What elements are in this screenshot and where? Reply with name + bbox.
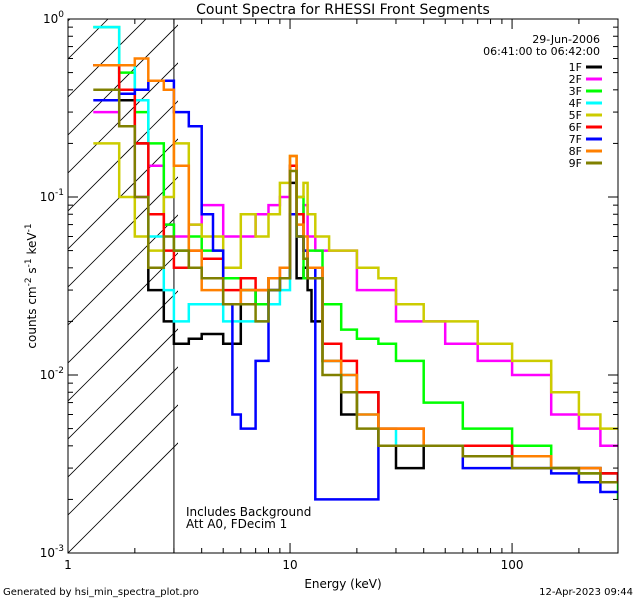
y-axis-label-sup: -1 <box>24 258 34 267</box>
y-axis-label-part: counts cm <box>25 286 39 348</box>
y-tick-mantissa: 10 <box>43 12 58 26</box>
hatch-line <box>68 290 178 402</box>
hatch-line <box>68 252 178 364</box>
footer-timestamp: 12-Apr-2023 09:44 <box>539 587 633 598</box>
legend-label: 9F <box>569 157 582 170</box>
legend-label: 2F <box>569 73 582 86</box>
date-label: 29-Jun-2006 <box>532 33 600 46</box>
footer-generator: Generated by hsi_min_spectra_plot.pro <box>3 587 199 598</box>
series-line-9f <box>93 88 618 484</box>
y-tick-mantissa: 10 <box>40 368 55 382</box>
y-tick-mantissa: 10 <box>40 190 55 204</box>
x-tick-label: 100 <box>501 558 524 572</box>
y-tick-exponent: -2 <box>55 366 64 376</box>
annotation-attenuator: Att A0, FDecim 1 <box>186 517 287 531</box>
y-axis-label: counts cm-2 s-1 keV-1 <box>24 223 39 348</box>
hatch-line <box>68 366 178 478</box>
annotation-background: Includes Background <box>186 505 311 519</box>
y-axis-label-part: keV <box>25 232 39 259</box>
hatch-line <box>68 442 178 553</box>
y-tick-mantissa: 10 <box>40 546 55 560</box>
threshold-hatch <box>68 19 178 553</box>
legend-label: 6F <box>569 121 582 134</box>
hatch-line <box>68 24 178 136</box>
y-axis-label-sup: -1 <box>24 223 34 232</box>
y-axis-label-part: s <box>25 267 39 277</box>
plot-frame <box>67 18 619 554</box>
y-tick-exponent: -1 <box>55 188 64 198</box>
hatch-line <box>68 328 178 440</box>
y-tick-exponent: -3 <box>55 544 64 554</box>
hatch-line <box>68 62 178 174</box>
legend-label: 5F <box>569 109 582 122</box>
y-tick-exponent: 0 <box>58 10 64 20</box>
x-axis-label: Energy (keV) <box>304 577 381 591</box>
y-tick-label: 10-1 <box>40 188 64 204</box>
y-tick-label: 100 <box>43 10 64 26</box>
x-ticks: 1 10 100 <box>64 19 619 572</box>
legend-label: 8F <box>569 145 582 158</box>
legend-label: 7F <box>569 133 582 146</box>
hatch-line <box>68 138 178 250</box>
time-range-label: 06:41:00 to 06:42:00 <box>483 45 600 58</box>
series-line-6f <box>93 63 618 483</box>
x-tick-label: 1 <box>64 558 72 572</box>
y-axis-label-sup: -2 <box>24 277 34 286</box>
legend-label: 3F <box>569 85 582 98</box>
spectra-lines <box>93 25 618 501</box>
y-tick-label: 10-3 <box>40 544 64 560</box>
y-tick-label: 10-2 <box>40 366 64 382</box>
x-tick-label: 10 <box>282 558 297 572</box>
legend-label: 1F <box>569 61 582 74</box>
hatch-line <box>68 404 178 516</box>
hatch-line <box>68 176 178 288</box>
chart-title: Count Spectra for RHESSI Front Segments <box>196 2 490 18</box>
legend-label: 4F <box>569 97 582 110</box>
hatch-line <box>68 100 178 212</box>
